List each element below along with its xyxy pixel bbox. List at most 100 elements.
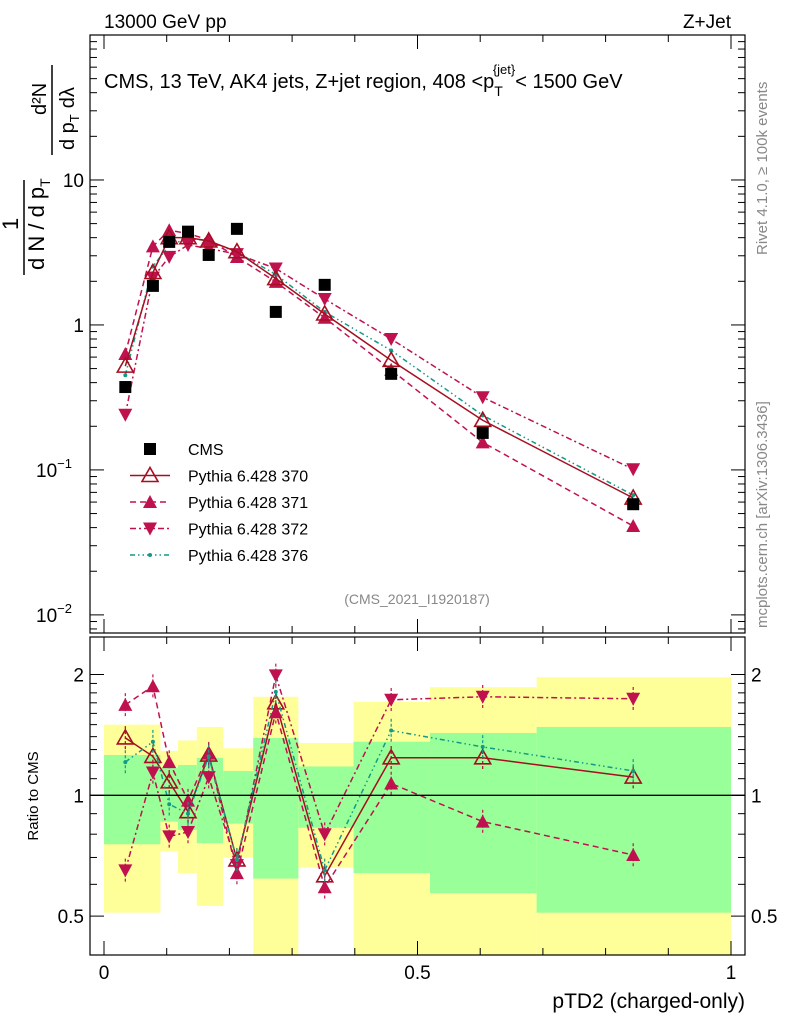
data-point <box>476 426 489 439</box>
data-point <box>631 493 636 498</box>
legend-marker <box>148 553 152 557</box>
ratio-pythia-6-428-376 <box>123 680 636 883</box>
ratio-point <box>480 744 485 749</box>
data-point <box>229 250 244 264</box>
data-point <box>199 231 219 248</box>
ratio-point <box>229 866 244 880</box>
series-pythia-6-428-372 <box>118 238 641 477</box>
legend-marker <box>144 443 156 455</box>
title-end: < 1500 GeV <box>515 71 623 93</box>
ratio-point <box>268 705 283 719</box>
y-tick-label: 10−2 <box>36 601 72 627</box>
data-point <box>181 238 196 252</box>
legend-marker <box>140 465 160 483</box>
y-tick-label: 10 <box>63 171 84 192</box>
ratio-y-tick-label: 2 <box>73 665 84 686</box>
ratio-point <box>268 669 283 683</box>
ratio-point <box>322 868 327 873</box>
data-point <box>145 239 160 253</box>
ratio-point <box>145 679 160 693</box>
legend-label: Pythia 6.428 376 <box>188 548 308 565</box>
data-point <box>266 268 286 286</box>
ratio-y-tick-label-right: 1 <box>751 786 762 807</box>
ratio-point <box>384 776 399 790</box>
svg-text:d pTdλ: d pTdλ <box>57 87 82 150</box>
data-point <box>385 367 398 380</box>
mcplots-label: mcplots.cern.ch [arXiv:1306.3436] <box>754 401 771 628</box>
data-point <box>318 278 331 291</box>
ylabel-dpt: d p <box>57 122 79 150</box>
analysis-id: (CMS_2021_I1920187) <box>344 591 490 607</box>
y-tick-exponent: −2 <box>57 601 72 616</box>
data-point <box>162 250 177 264</box>
data-point <box>182 225 195 238</box>
data-point <box>626 519 641 533</box>
ylabel-dN: d N / d p <box>24 187 49 270</box>
ratio-point <box>186 811 191 816</box>
data-point <box>227 242 247 259</box>
ratio-point <box>317 828 332 842</box>
series-pythia-6-428-370 <box>115 228 643 505</box>
ratio-point <box>201 746 216 760</box>
legend-item: Pythia 6.428 370 <box>130 465 308 486</box>
ratio-point <box>181 826 196 840</box>
data-point <box>202 248 215 261</box>
data-point <box>115 356 135 373</box>
ratio-point <box>475 690 490 704</box>
ratio-line <box>124 691 634 873</box>
series-cms <box>119 222 640 511</box>
legend-label: CMS <box>188 442 224 459</box>
x-tick-label: 0.5 <box>404 963 430 984</box>
legend-label: Pythia 6.428 371 <box>188 495 308 512</box>
ratio-point <box>181 793 196 807</box>
data-point <box>381 350 401 368</box>
data-point <box>230 222 243 235</box>
data-point <box>315 304 335 321</box>
legend-item: Pythia 6.428 372 <box>130 522 308 539</box>
ratio-y-tick-label-right: 0.5 <box>751 907 777 928</box>
ratio-y-label: Ratio to CMS <box>25 751 42 840</box>
data-point <box>123 373 128 378</box>
ratio-point <box>118 864 133 878</box>
data-point <box>269 305 282 318</box>
data-point <box>317 292 332 306</box>
ratio-point <box>118 697 133 711</box>
ratio-y-tick-label: 1 <box>73 786 84 807</box>
x-tick-label: 0 <box>99 963 110 984</box>
ylabel-d2N: d²N <box>29 83 51 115</box>
ratio-point <box>389 728 394 733</box>
ratio-point <box>162 830 177 844</box>
ratio-point <box>473 748 493 765</box>
rivet-label: Rivet 4.1.0, ≥ 100k events <box>754 82 771 255</box>
data-point <box>473 410 493 428</box>
ratio-point <box>145 766 160 780</box>
green-band <box>536 726 731 913</box>
green-band <box>223 770 254 824</box>
plot-title: CMS, 13 TeV, AK4 jets, Z+jet region, 408… <box>104 62 623 99</box>
legend-item: Pythia 6.428 376 <box>130 548 308 565</box>
ratio-point <box>234 857 239 862</box>
data-point <box>118 408 133 422</box>
x-tick-label: 1 <box>726 963 737 984</box>
header-left: 13000 GeV pp <box>104 12 227 33</box>
main-frame <box>89 34 746 634</box>
ylabel-one: 1 <box>0 218 23 230</box>
x-axis-label: pTD2 (charged-only) <box>552 990 745 1013</box>
green-band <box>298 766 354 828</box>
ratio-point <box>381 748 401 765</box>
ratio-point <box>150 739 155 744</box>
legend-label: Pythia 6.428 370 <box>188 469 308 486</box>
ratio-point <box>273 689 278 694</box>
ratio-point <box>317 880 332 894</box>
data-point <box>389 348 394 353</box>
ratio-point <box>167 802 172 807</box>
data-point <box>626 463 641 477</box>
ratio-point <box>475 814 490 828</box>
ratio-point <box>115 728 135 745</box>
series-line <box>124 236 634 499</box>
ratio-uncertainty-bands <box>104 677 731 955</box>
ratio-point <box>626 692 641 706</box>
legend-item: CMS <box>144 442 224 459</box>
ratio-point <box>123 760 128 765</box>
legend-item: Pythia 6.428 371 <box>130 495 308 512</box>
